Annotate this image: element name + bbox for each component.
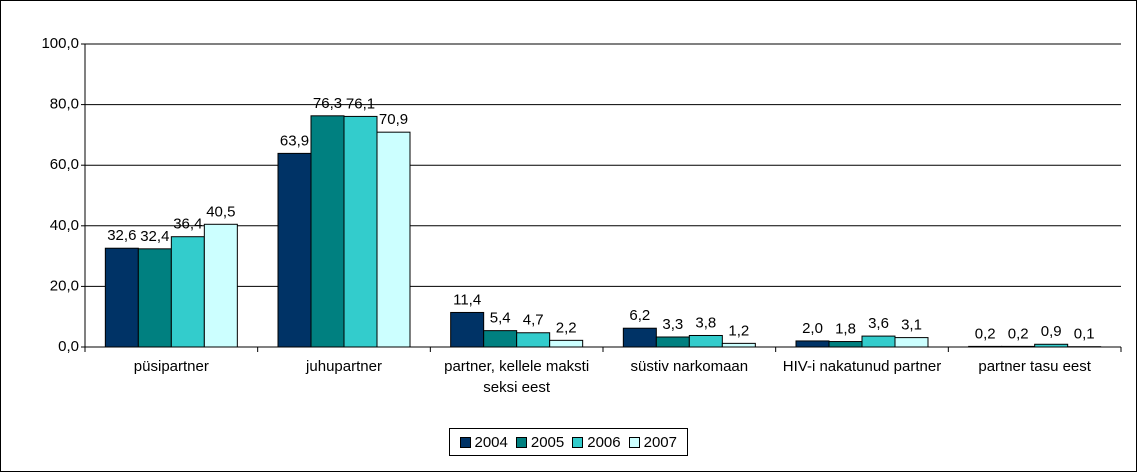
bar [894,337,929,348]
data-label: 0,1 [1074,326,1095,343]
data-label: 3,8 [695,314,716,331]
x-tick-label: süstiv narkomaan [630,358,749,375]
bar [277,152,312,348]
x-tick-label: püsipartner [133,358,209,375]
data-label: 1,2 [728,322,749,339]
y-tick-label: 0,0 [58,338,79,355]
bar [549,339,584,348]
data-label: 40,5 [206,203,235,220]
bar [795,340,830,348]
y-tick-label: 80,0 [50,96,79,113]
legend-label: 2004 [474,433,508,451]
bar [483,330,518,348]
data-label: 36,4 [173,216,202,233]
x-tick-label: partner tasu eest [978,358,1091,375]
y-tick-label: 40,0 [50,217,79,234]
data-label: 1,8 [835,321,856,338]
legend-swatch [572,436,584,448]
legend-item: 2007 [628,433,677,451]
data-label: 0,2 [1008,325,1029,342]
data-label: 32,4 [140,228,169,245]
bar [376,131,411,348]
bar [655,336,690,348]
bar [310,115,345,348]
x-tick-label: partner, kellele maksti seksi eest [444,358,590,396]
legend: 2004 2005 2006 2007 [448,428,688,456]
legend-swatch [515,436,527,448]
bar [516,332,551,348]
data-label: 32,6 [107,227,136,244]
data-label: 2,2 [556,319,577,336]
legend-swatch [459,436,471,448]
legend-label: 2007 [643,433,677,451]
data-label: 76,3 [313,95,342,112]
data-label: 63,9 [280,132,309,149]
bar [1034,343,1069,348]
data-label: 3,3 [662,316,683,333]
legend-item: 2004 [459,433,508,451]
data-label: 11,4 [453,291,481,308]
bar [450,311,485,348]
bar [828,341,863,348]
bar [170,236,205,348]
data-label: 70,9 [379,111,408,128]
data-label: 4,7 [523,312,544,329]
x-tick-label: juhupartner [306,358,382,375]
legend-item: 2005 [515,433,565,451]
data-label: 76,1 [346,95,375,112]
data-label: 0,2 [975,325,996,342]
legend-swatch [628,436,640,448]
bar [104,247,139,348]
data-label: 3,6 [868,315,889,332]
legend-item: 2006 [572,433,621,451]
legend-label: 2006 [587,433,621,451]
bar [688,334,723,348]
bar [343,115,378,348]
data-label: 5,4 [490,310,511,327]
data-label: 2,0 [802,320,823,337]
bar [622,327,657,348]
y-tick-label: 20,0 [50,277,79,294]
bar [968,345,1003,348]
y-tick-label: 60,0 [50,156,79,173]
bar [137,248,172,348]
bar [1001,345,1036,348]
legend-label: 2005 [530,433,565,451]
bar [203,223,238,348]
data-label: 3,1 [901,317,922,334]
data-label: 6,2 [629,307,650,324]
data-label: 0,9 [1041,323,1062,340]
bar [861,335,896,348]
y-tick-label: 100,0 [41,35,79,52]
bar [721,342,756,348]
x-tick-label: HIV-i nakatunud partner [782,358,942,375]
